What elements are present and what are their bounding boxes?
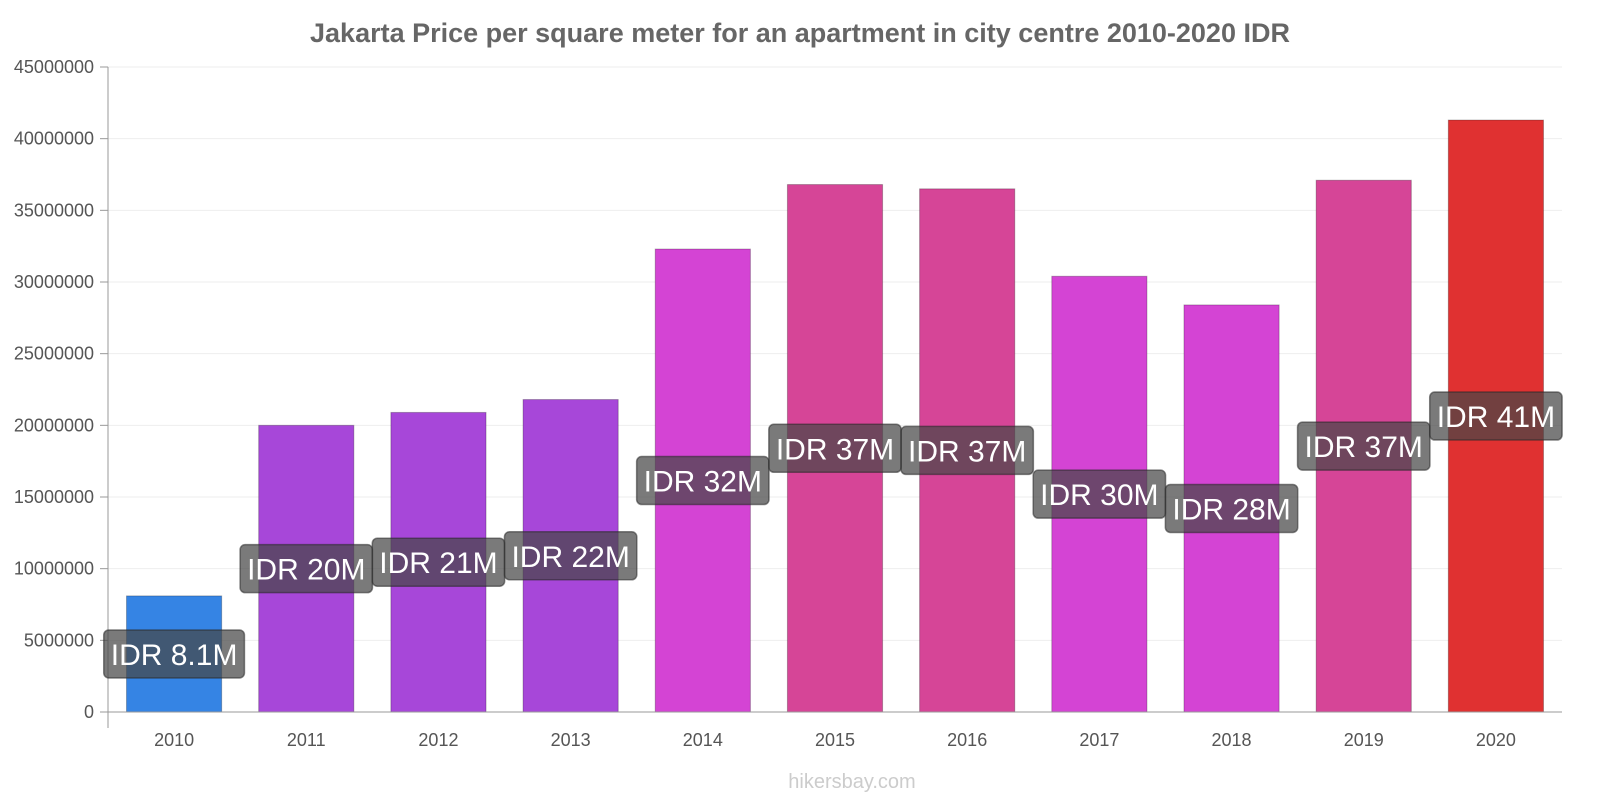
y-tick-label: 0 xyxy=(84,702,94,722)
data-label-text: IDR 8.1M xyxy=(111,639,238,672)
data-label-2012: IDR 21M xyxy=(371,537,506,587)
y-tick-label: 45000000 xyxy=(14,57,94,77)
x-tick-label: 2020 xyxy=(1476,730,1516,750)
watermark: hikersbay.com xyxy=(788,771,915,793)
data-label-2015: IDR 37M xyxy=(768,423,902,474)
y-tick-label: 30000000 xyxy=(14,272,94,292)
x-tick-label: 2010 xyxy=(154,730,194,750)
data-label-text: IDR 30M xyxy=(1040,479,1158,512)
data-label-background xyxy=(635,455,770,506)
x-axis: 2010 2011 2012 2013 2014 2015 2016 2017 2018 2019… xyxy=(108,711,1562,750)
data-label-2020: IDR 41M xyxy=(1428,391,1563,441)
data-label-text: IDR 21M xyxy=(379,547,497,580)
data-label-text: IDR 37M xyxy=(1305,431,1423,464)
data-label-2010: IDR 8.1M xyxy=(102,629,246,679)
x-tick-label: 2015 xyxy=(815,730,855,750)
y-tick-label: 5000000 xyxy=(24,630,94,650)
chart-title: Jakarta Price per square meter for an ap… xyxy=(310,18,1290,48)
data-label-text: IDR 28M xyxy=(1172,493,1290,526)
data-label-2011: IDR 20M xyxy=(239,543,374,594)
y-tick-label: 10000000 xyxy=(14,559,94,579)
data-label-background xyxy=(503,531,638,581)
y-tick-label: 15000000 xyxy=(14,487,94,507)
data-label-text: IDR 22M xyxy=(511,541,629,574)
y-tick-label: 40000000 xyxy=(14,129,94,149)
x-tick-label: 2018 xyxy=(1212,730,1252,750)
y-tick-label: 20000000 xyxy=(14,415,94,435)
x-tick-label: 2019 xyxy=(1344,730,1384,750)
data-label-background xyxy=(1428,391,1563,441)
data-label-2013: IDR 22M xyxy=(503,531,638,581)
data-label-background xyxy=(1164,483,1299,534)
data-label-text: IDR 32M xyxy=(644,466,762,499)
x-tick-label: 2016 xyxy=(947,730,987,750)
data-label-text: IDR 20M xyxy=(247,554,365,587)
x-tick-label: 2012 xyxy=(418,730,458,750)
y-tick-label: 35000000 xyxy=(14,200,94,220)
data-label-2018: IDR 28M xyxy=(1164,483,1299,534)
y-tick-label: 25000000 xyxy=(14,344,94,364)
x-tick-label: 2017 xyxy=(1079,730,1119,750)
x-tick-label: 2013 xyxy=(551,730,591,750)
data-label-text: IDR 37M xyxy=(776,433,894,466)
data-label-background xyxy=(1296,421,1431,471)
data-label-background xyxy=(900,425,1035,476)
data-label-2017: IDR 30M xyxy=(1032,469,1167,519)
data-labels: IDR 8.1M IDR 20M IDR 21M IDR 22M IDR 32M IDR … xyxy=(102,391,1563,679)
data-label-text: IDR 41M xyxy=(1437,401,1555,434)
data-label-2019: IDR 37M xyxy=(1296,421,1431,471)
x-tick-label: 2011 xyxy=(287,730,326,750)
data-label-background xyxy=(102,629,246,679)
y-axis: 0 5000000 10000000 15000000 20000000 25000000… xyxy=(14,57,109,728)
data-label-2016: IDR 37M xyxy=(900,425,1035,476)
data-label-text: IDR 37M xyxy=(908,435,1026,468)
x-tick-label: 2014 xyxy=(683,730,723,750)
bars xyxy=(126,119,1544,713)
data-label-2014: IDR 32M xyxy=(635,455,770,506)
